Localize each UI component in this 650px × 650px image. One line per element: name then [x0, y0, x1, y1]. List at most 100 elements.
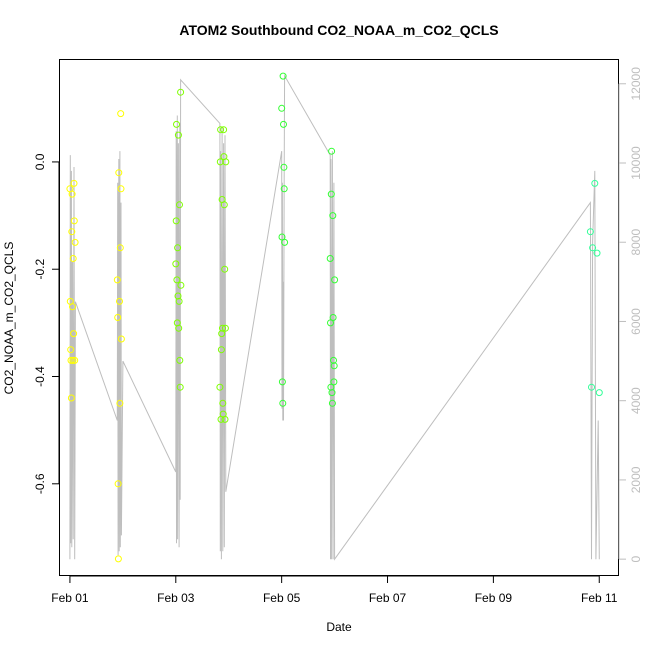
data-point: [591, 179, 599, 187]
data-point: [278, 104, 286, 112]
data-point: [217, 126, 225, 134]
data-point: [219, 324, 226, 332]
data-point: [114, 314, 122, 321]
data-point: [221, 265, 229, 273]
data-point: [173, 276, 181, 284]
data-point: [326, 255, 334, 262]
data-point: [174, 131, 182, 139]
secondary-tick-label: 8000: [629, 229, 643, 256]
data-point: [70, 330, 78, 338]
data-point: [327, 319, 334, 327]
data-point: [67, 346, 75, 354]
x-tick-label: Feb 03: [157, 591, 195, 605]
data-point: [586, 228, 594, 236]
data-point: [330, 378, 338, 386]
data-point: [593, 249, 601, 257]
data-point: [177, 88, 185, 96]
secondary-tick-label: 0: [629, 556, 643, 563]
data-point: [589, 244, 597, 252]
data-point: [279, 399, 287, 407]
secondary-tick-label: 4000: [629, 387, 643, 414]
data-point: [174, 244, 182, 252]
data-point: [327, 190, 335, 198]
data-point: [278, 378, 286, 386]
x-axis-label: Date: [326, 620, 352, 634]
data-point: [176, 356, 184, 364]
data-point: [69, 303, 76, 311]
data-point: [280, 185, 288, 193]
x-tick-label: Feb 11: [581, 591, 618, 605]
data-point: [175, 297, 183, 305]
secondary-tick-label: 6000: [629, 308, 643, 335]
data-point: [115, 169, 123, 177]
data-point: [328, 389, 336, 397]
data-point: [328, 147, 336, 155]
chart-title: ATOM2 Southbound CO2_NOAA_m_CO2_QCLS: [179, 22, 498, 38]
data-point: [71, 238, 79, 246]
data-point: [176, 383, 184, 391]
data-point: [221, 415, 229, 423]
data-point: [173, 120, 180, 128]
data-point: [113, 276, 121, 284]
data-point: [329, 314, 337, 321]
data-point: [279, 72, 287, 80]
secondary-tick-label: 10000: [629, 146, 643, 180]
data-point: [117, 335, 125, 343]
data-point: [172, 260, 180, 268]
data-point: [67, 394, 75, 402]
data-point: [217, 346, 225, 354]
data-point: [69, 255, 77, 262]
data-point: [116, 297, 123, 305]
data-point: [588, 383, 595, 391]
data-point: [114, 480, 122, 488]
data-point: [117, 185, 125, 193]
data-point: [177, 281, 185, 289]
data-point: [68, 190, 76, 198]
x-tick-label: Feb 05: [263, 591, 301, 605]
secondary-tick-label: 12000: [629, 67, 643, 101]
data-point: [70, 179, 78, 187]
data-point: [219, 399, 227, 407]
data-point: [595, 389, 603, 397]
data-point: [114, 555, 122, 563]
y-tick-label: -0.2: [33, 259, 47, 280]
secondary-y-axis: 0 2000 4000 6000 8000 10000 12000: [618, 67, 643, 563]
y-tick-label: -0.6: [33, 473, 47, 494]
data-point: [70, 217, 78, 225]
altitude-line: [69, 73, 600, 561]
data-point: [176, 201, 183, 209]
data-point: [218, 330, 226, 338]
data-point: [216, 383, 224, 391]
x-tick-label: Feb 09: [475, 591, 513, 605]
data-point: [221, 324, 229, 332]
data-point: [116, 244, 124, 252]
data-point: [331, 276, 339, 284]
data-point: [67, 356, 75, 364]
data-point: [222, 158, 230, 166]
data-point: [280, 120, 287, 128]
y-axis: 0.0 -0.2 -0.4 -0.6: [33, 153, 60, 494]
data-point: [329, 212, 337, 220]
data-point: [281, 238, 289, 246]
data-point: [278, 233, 286, 241]
x-tick-label: Feb 01: [51, 591, 89, 605]
data-points: [66, 72, 603, 563]
data-point: [68, 228, 76, 236]
data-point: [220, 201, 228, 209]
plot-frame: [59, 59, 619, 576]
data-point: [172, 217, 180, 225]
data-point: [328, 399, 336, 407]
data-point: [280, 163, 288, 171]
data-point: [117, 110, 125, 118]
y-tick-label: 0.0: [33, 153, 47, 170]
data-point: [330, 362, 338, 370]
data-point: [71, 356, 79, 364]
secondary-tick-label: 2000: [629, 466, 643, 493]
altitude-trace: [69, 73, 600, 561]
y-axis-label: CO2_NOAA_m_CO2_QCLS: [2, 242, 16, 395]
data-point: [330, 356, 337, 364]
data-point: [116, 399, 124, 407]
data-point: [220, 126, 228, 134]
x-tick-label: Feb 07: [369, 591, 407, 605]
